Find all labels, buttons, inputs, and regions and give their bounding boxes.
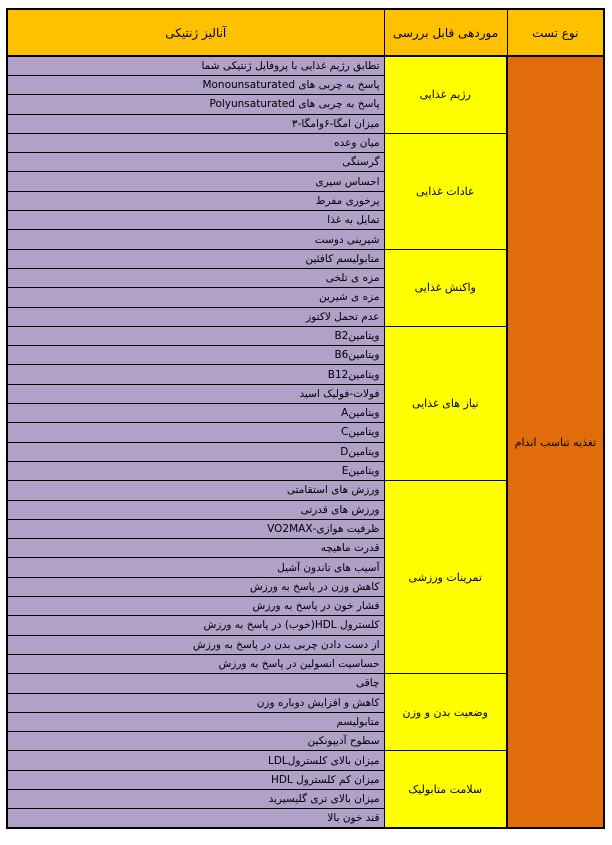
- analysis-item-cell: ویتامینB12: [6, 364, 385, 385]
- analysis-item-cell: قند خون بالا: [6, 808, 385, 829]
- analysis-item-cell: ظرفیت هوازی-VO2MAX: [6, 518, 385, 540]
- header-genetic-analysis: آنالیز ژنتیکی: [6, 8, 385, 57]
- table-row: فولات-فولیک اسید: [6, 383, 604, 405]
- analysis-item-cell: پاسخ به چربی های Polyunsaturated: [6, 94, 385, 115]
- table-row: فشار خون در پاسخ به ورزش: [6, 596, 604, 617]
- analysis-item-cell: کاهش وزن در پاسخ به ورزش: [6, 576, 385, 598]
- analysis-item-cell: شیرینی دوست: [6, 229, 385, 250]
- analysis-item-cell: احساس سیری: [6, 171, 385, 192]
- table-row: میزان بالای تری گلیسیرید: [6, 788, 604, 810]
- test-type-cell: تغذیه تناسب اندام: [506, 55, 605, 829]
- header-row: نوع تست موردهی قابل بررسی آنالیز ژنتیکی: [6, 8, 605, 57]
- table-row: گرسنگی: [6, 152, 604, 173]
- analysis-item-cell: تطابق رژیم غذایی با پروفایل ژنتیکی شما: [6, 55, 385, 76]
- table-row: تمرینات ورزشی ورزش های استقامتی: [6, 480, 604, 675]
- analysis-item-cell: ویتامینD: [6, 441, 385, 462]
- category-cell-2: واکنش غذایی: [383, 248, 508, 327]
- analysis-item-cell: مزه ی تلخی: [6, 267, 385, 289]
- table-row: احساس سیری: [6, 171, 604, 192]
- table-row: کلسترول HDL(خوب) در پاسخ به ورزش: [6, 615, 604, 636]
- analysis-item-cell: متابولیسم کافئین: [6, 248, 385, 269]
- analysis-item-cell: ویتامینB2: [6, 325, 385, 347]
- category-cell-3: نیاز های غذایی: [383, 325, 508, 482]
- table-row: میزان کم کلسترول HDL: [6, 769, 604, 790]
- analysis-item-cell: کلسترول HDL(خوب) در پاسخ به ورزش: [6, 615, 385, 636]
- category-cell-1: عادات غذایی: [383, 132, 508, 250]
- analysis-item-cell: ویتامینA: [6, 403, 385, 424]
- table-row: پاسخ به چربی های Monounsaturated: [6, 74, 604, 96]
- table-row: ویتامینB12: [6, 364, 604, 385]
- analysis-item-cell: پاسخ به چربی های Monounsaturated: [6, 74, 385, 96]
- analysis-item-cell: ویتامینC: [6, 422, 385, 443]
- analysis-item-cell: ورزش های استقامتی: [6, 480, 385, 501]
- category-cell-6: سلامت متابولیک: [383, 750, 508, 829]
- analysis-item-cell: عدم تحمل لاکتوز: [6, 306, 385, 327]
- category-cell-0: رژیم غذایی: [383, 55, 508, 134]
- table-row: نیاز های غذایی ویتامینB2: [6, 325, 604, 482]
- genetic-nutrition-table: نوع تست موردهی قابل بررسی آنالیز ژنتیکی …: [6, 8, 605, 830]
- table-row: ویتامینD: [6, 441, 604, 462]
- analysis-item-cell: فولات-فولیک اسید: [6, 383, 385, 405]
- table-row: عدم تحمل لاکتوز: [6, 306, 604, 327]
- analysis-item-cell: حساسیت انسولین در پاسخ به ورزش: [6, 653, 385, 675]
- analysis-item-cell: میزان کم کلسترول HDL: [6, 769, 385, 790]
- table-row: تمایل به غذا: [6, 210, 604, 231]
- table-row: قند خون بالا: [6, 808, 604, 829]
- analysis-item-cell: ویتامینB6: [6, 345, 385, 366]
- table-row: مزه ی شیرین: [6, 287, 604, 308]
- table-row: عادات غذایی میان وعده: [6, 132, 604, 250]
- analysis-item-cell: متابولیسم: [6, 711, 385, 733]
- table-row: مزه ی تلخی: [6, 267, 604, 289]
- analysis-item-cell: گرسنگی: [6, 152, 385, 173]
- analysis-item-cell: مزه ی شیرین: [6, 287, 385, 308]
- analysis-item-cell: میزان امگا-۶وامگا-۳: [6, 113, 385, 134]
- analysis-item-cell: کاهش و افزایش دوباره وزن: [6, 692, 385, 713]
- category-cell-5: وضعیت بدن و وزن: [383, 673, 508, 752]
- table-row: ویتامینE: [6, 460, 604, 482]
- analysis-item-cell: از دست دادن چربی بدن در پاسخ به ورزش: [6, 634, 385, 655]
- table-row: حساسیت انسولین در پاسخ به ورزش: [6, 653, 604, 675]
- table-row: پرخوری مفرط: [6, 190, 604, 212]
- table-row: سلامت متابولیک میزان بالای کلسترولLDL: [6, 750, 604, 829]
- analysis-item-cell: میزان بالای تری گلیسیرید: [6, 788, 385, 810]
- table-row: میزان امگا-۶وامگا-۳: [6, 113, 604, 134]
- analysis-item-cell: آسیب های تاندون آشیل: [6, 557, 385, 578]
- analysis-item-cell: تمایل به غذا: [6, 210, 385, 231]
- category-cell-4: تمرینات ورزشی: [383, 480, 508, 675]
- analysis-item-cell: میزان بالای کلسترولLDL: [6, 750, 385, 771]
- table-row: تغذیه تناسب اندام رژیم غذایی تطابق رژیم غذ…: [6, 55, 605, 829]
- header-test-type: نوع تست: [506, 8, 605, 57]
- table-row: قدرت ماهیچه: [6, 538, 604, 559]
- table-row: واکنش غذایی متابولیسم کافئین: [6, 248, 604, 327]
- analysis-item-cell: ویتامینE: [6, 460, 385, 482]
- analysis-item-cell: قدرت ماهیچه: [6, 538, 385, 559]
- analysis-item-cell: سطوح آدیپونکین: [6, 731, 385, 752]
- analysis-item-cell: فشار خون در پاسخ به ورزش: [6, 596, 385, 617]
- table-row: ظرفیت هوازی-VO2MAX: [6, 518, 604, 540]
- table-row: شیرینی دوست: [6, 229, 604, 250]
- table-row: آسیب های تاندون آشیل: [6, 557, 604, 578]
- table-row: ویتامینB6: [6, 345, 604, 366]
- table-row: پاسخ به چربی های Polyunsaturated: [6, 94, 604, 115]
- analysis-item-cell: ورزش های قدرتی: [6, 499, 385, 520]
- analysis-item-cell: پرخوری مفرط: [6, 190, 385, 212]
- header-reviewable-items: موردهی قابل بررسی: [383, 8, 508, 57]
- analysis-item-cell: چاقی: [6, 673, 385, 694]
- table-row: از دست دادن چربی بدن در پاسخ به ورزش: [6, 634, 604, 655]
- analysis-item-cell: میان وعده: [6, 132, 385, 154]
